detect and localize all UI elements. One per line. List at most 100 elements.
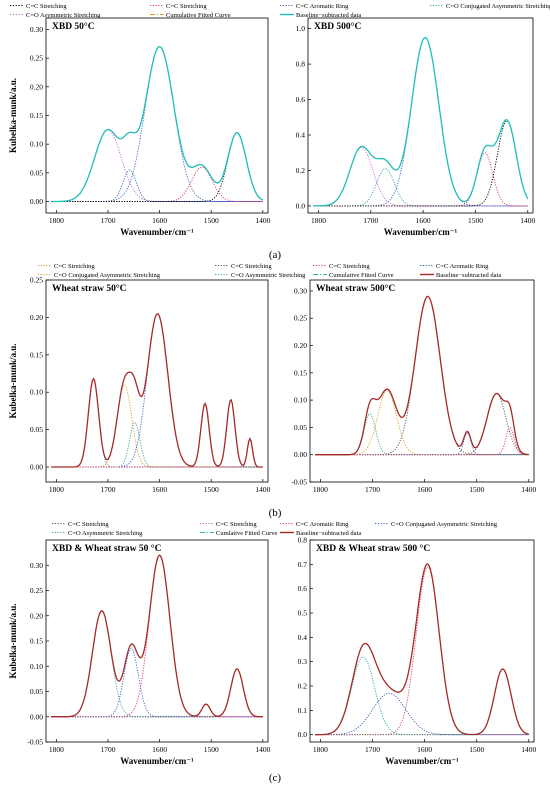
y-tick-label: 0.10 bbox=[30, 140, 43, 149]
plot-area bbox=[51, 554, 263, 718]
x-tick-label: 1400 bbox=[520, 216, 535, 225]
y-tick-label: 0.10 bbox=[30, 662, 43, 671]
fitted-peak-2 bbox=[315, 566, 529, 736]
legend-label: C=C Stretching bbox=[329, 263, 370, 270]
x-tick-label: 1700 bbox=[100, 745, 115, 754]
y-tick-label: 0.05 bbox=[294, 423, 307, 432]
fitted-peak-2 bbox=[51, 313, 263, 468]
fitted-peak-4 bbox=[51, 402, 263, 468]
y-tick-label: 0.15 bbox=[30, 637, 43, 646]
legend-label: Baseline−subtracted data bbox=[296, 530, 361, 537]
x-tick-label: 1800 bbox=[313, 485, 328, 494]
x-tick-label: 1700 bbox=[365, 485, 380, 494]
chart-c2: 1800 1700 1600 1500 1400 0.0 0.1 0.2 0.3 0.4 0.5 0.… bbox=[298, 536, 537, 767]
fitted-peak-3 bbox=[51, 703, 263, 718]
legend-label: C=C Aromatic Ring bbox=[296, 521, 349, 528]
panel-label-b: (b) bbox=[269, 507, 282, 519]
plot-frame bbox=[45, 17, 269, 214]
plot-area bbox=[51, 313, 263, 468]
legend-label: C=O Conjugated Asymmetric Stretching bbox=[446, 3, 550, 10]
y-tick-label: 0.5 bbox=[298, 609, 308, 618]
x-tick-label: 1700 bbox=[100, 485, 115, 494]
x-tick-label: 1600 bbox=[416, 216, 431, 225]
fitted-peak-4 bbox=[315, 393, 529, 456]
legend-label: C=C Stretching bbox=[68, 521, 109, 528]
x-tick-label: 1400 bbox=[521, 745, 536, 754]
baseline-subtracted-line bbox=[51, 45, 264, 203]
x-tick-label: 1600 bbox=[417, 745, 432, 754]
y-tick-label: 0.00 bbox=[30, 463, 43, 472]
fitted-peak-4 bbox=[51, 668, 263, 718]
chart-title: XBD 500°C bbox=[314, 21, 361, 32]
x-tick-label: 1800 bbox=[49, 745, 64, 754]
y-tick-label: 0.30 bbox=[30, 25, 43, 34]
legend-label: C=O Conjugated Asymmetric Stretching bbox=[391, 521, 498, 528]
x-tick-label: 1600 bbox=[152, 485, 167, 494]
y-tick-label: 0.2 bbox=[298, 682, 308, 691]
y-tick-label: 0.7 bbox=[298, 560, 308, 569]
y-tick-label: 0.00 bbox=[294, 450, 307, 459]
fitted-peak-1 bbox=[51, 648, 263, 718]
chart-a2: 1800 1700 1600 1500 1400 0.0 0.2 0.4 0.6 0.8 1.0 XB… bbox=[296, 17, 536, 237]
y-axis-label: Kubelka-munk/a.u. bbox=[8, 78, 18, 153]
x-axis-label: Wavenumber/cm⁻¹ bbox=[384, 227, 458, 237]
chart-c1: 1800 1700 1600 1500 1400 -0.05 0.00 0.05 0.10 0.1… bbox=[8, 539, 271, 766]
y-tick-label: 0.0 bbox=[298, 730, 308, 739]
x-tick-label: 1800 bbox=[313, 745, 328, 754]
x-tick-label: 1400 bbox=[255, 745, 270, 754]
fitted-peak-0 bbox=[51, 129, 263, 202]
x-tick-label: 1700 bbox=[365, 745, 380, 754]
legend-label: C=O Conjugated Asymmetric Stretching bbox=[54, 272, 161, 279]
y-tick-label: -0.05 bbox=[27, 738, 43, 747]
legend-label: C=C Stretching bbox=[26, 3, 67, 10]
legend-label: Baseline−subtracted data bbox=[296, 12, 361, 19]
y-tick-label: 0.6 bbox=[298, 584, 308, 593]
x-tick-label: 1500 bbox=[204, 485, 219, 494]
fitted-peak-1 bbox=[51, 169, 263, 202]
plot-frame bbox=[309, 539, 535, 743]
y-tick-label: 0.25 bbox=[30, 276, 43, 285]
y-tick-label: 1.0 bbox=[296, 24, 306, 33]
legend-label: C=O Asymmetric Stretching bbox=[231, 272, 306, 279]
fitted-peak-3 bbox=[313, 152, 528, 207]
fitted-peak-1 bbox=[315, 389, 529, 456]
y-tick-label: 0.15 bbox=[30, 111, 43, 120]
plot-frame bbox=[307, 17, 534, 214]
x-tick-label: 1700 bbox=[100, 216, 115, 225]
x-tick-label: 1600 bbox=[152, 745, 167, 754]
y-tick-label: 0.05 bbox=[30, 168, 43, 177]
x-tick-label: 1500 bbox=[469, 485, 484, 494]
fitted-peak-2 bbox=[313, 36, 528, 207]
chart-title: Wheat straw 500°C bbox=[316, 283, 395, 294]
x-tick-label: 1500 bbox=[204, 745, 219, 754]
x-tick-label: 1800 bbox=[311, 216, 326, 225]
chart-title: XBD & Wheat straw 50 °C bbox=[52, 543, 162, 554]
legend-label: C=C Aromatic Ring bbox=[296, 3, 349, 10]
x-tick-label: 1500 bbox=[469, 745, 484, 754]
fitted-peak-5 bbox=[315, 426, 529, 456]
y-tick-label: 0.05 bbox=[30, 687, 43, 696]
fitted-peak-2 bbox=[315, 295, 529, 456]
y-tick-label: 0.1 bbox=[298, 706, 308, 715]
y-tick-label: 0.6 bbox=[296, 95, 306, 104]
plot-area bbox=[313, 36, 529, 207]
legend-label: C=O Asymmetric Stretching bbox=[26, 12, 101, 19]
x-tick-label: 1600 bbox=[152, 216, 167, 225]
panel-label-c: (c) bbox=[269, 772, 282, 784]
x-tick-label: 1400 bbox=[255, 216, 270, 225]
y-tick-label: 0.4 bbox=[298, 633, 308, 642]
y-tick-label: 0.10 bbox=[30, 388, 43, 397]
y-tick-label: 0.30 bbox=[294, 286, 307, 295]
legend-label: Baseline−subtracted data bbox=[436, 272, 501, 279]
y-tick-label: 0.10 bbox=[294, 396, 307, 405]
baseline-subtracted-line bbox=[51, 313, 263, 468]
y-tick-label: 0.20 bbox=[30, 611, 43, 620]
y-tick-label: 0.8 bbox=[296, 60, 306, 69]
legend-label: C=O Asymmetric Stretching bbox=[68, 530, 143, 537]
legend-label: Cumlative Fitted Curve bbox=[216, 530, 277, 537]
chart-b1: 1800 1700 1600 1500 1400 0.00 0.05 0.10 0.15 0.20… bbox=[8, 276, 271, 495]
legend: C=C Stretching C=C Stretching C=C Aromatic… bbox=[52, 521, 498, 537]
x-tick-label: 1800 bbox=[49, 485, 64, 494]
x-axis-label: Wavenumber/cm⁻¹ bbox=[120, 756, 194, 766]
